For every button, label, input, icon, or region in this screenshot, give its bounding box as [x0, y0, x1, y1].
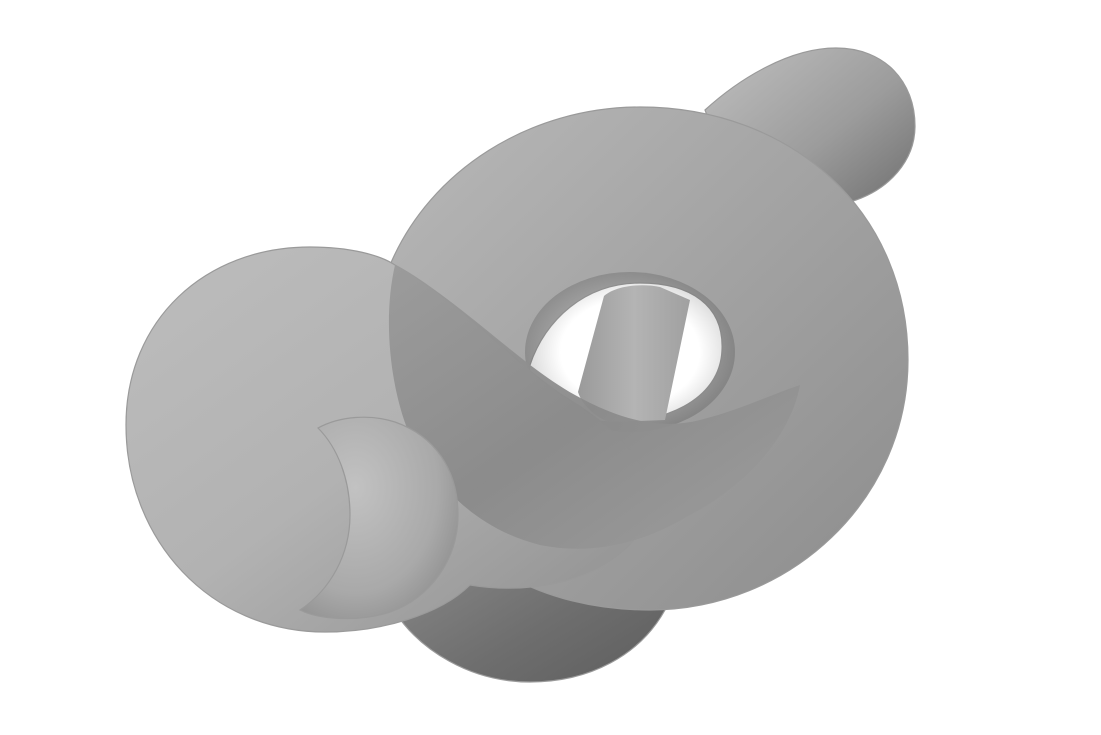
tube-end-cap-front	[298, 416, 459, 620]
tube-strand-through-hole	[578, 285, 690, 422]
tube-crossing-diagonal	[388, 265, 800, 549]
